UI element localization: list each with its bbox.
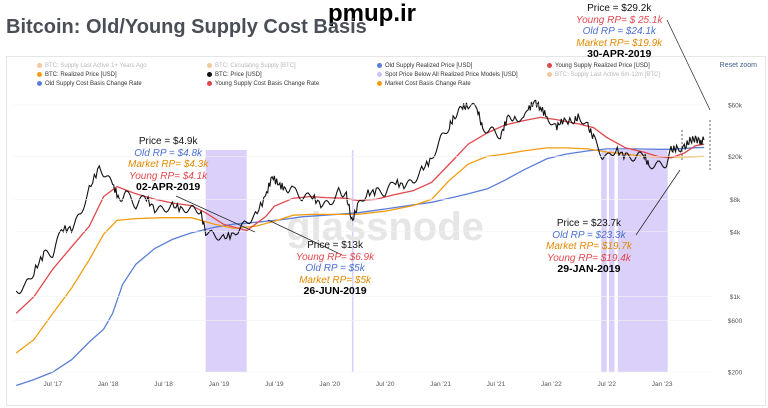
legend-label: Old Supply Realized Price [USD] [385, 63, 473, 70]
legend-swatch [37, 63, 42, 68]
legend-label: BTC: Realized Price [USD] [45, 72, 117, 79]
legend-item[interactable]: BTC: Price [USD] [207, 72, 262, 78]
legend-label: Old Supply Cost Basis Change Rate [45, 81, 142, 88]
legend-item[interactable]: BTC: Circulating Supply [BTC] [207, 63, 296, 69]
legend-item[interactable]: BTC: Realized Price [USD] [37, 72, 117, 78]
site-watermark: pmup.ir [328, 0, 416, 27]
legend-label: Young Supply Realized Price [USD] [555, 63, 650, 70]
annotation-line: Price = $4.9k [138, 136, 198, 147]
legend-item[interactable]: Old Supply Cost Basis Change Rate [37, 81, 142, 87]
legend-swatch [377, 63, 382, 68]
annotation-date: 26-JUN-2019 [303, 285, 367, 297]
annotation-line: Old RP = $24.1k [582, 26, 656, 37]
annotation-line: Market RP= $19.9k [576, 37, 663, 49]
annotation-line: Price = $13k [307, 240, 363, 251]
legend-label: BTC: Supply Last Active 6m-12m [BTC] [555, 72, 661, 79]
annotation-jun2019: Price = $13k Young RP= $6.9k Old RP = $5k M… [296, 240, 374, 298]
annotation-apr2019: Price = $4.9k Old RP = $4.8k Market RP= $4… [128, 136, 208, 194]
legend-label: BTC: Supply Last Active 1+ Years Ago [45, 63, 147, 70]
legend-label: BTC: Price [USD] [215, 72, 262, 79]
legend-item[interactable]: Spot Price Below All Realized Price Mode… [377, 72, 518, 78]
annotation-jan2019: Price = $23.7k Old RP = $23.3k Market RP= … [546, 218, 632, 276]
legend-label: Spot Price Below All Realized Price Mode… [385, 72, 518, 79]
legend-swatch [547, 63, 552, 68]
legend-item[interactable]: Old Supply Realized Price [USD] [377, 63, 472, 69]
annotation-line: Price = $29.2k [587, 3, 652, 14]
annotation-date: 02-APR-2019 [136, 181, 201, 193]
legend-label: Market Cost Basis Change Rate [385, 81, 471, 88]
annotation-line: Young RP= $6.9k [296, 251, 375, 263]
legend-item[interactable]: Young Supply Cost Basis Change Rate [207, 81, 319, 87]
annotation-line: Market RP= $4.3k [128, 159, 209, 170]
annotation-line: Old RP = $23.3k [552, 229, 626, 241]
legend-swatch [37, 72, 42, 77]
annotation-line: Young RP= $ 25.1k [576, 14, 663, 26]
legend-item[interactable]: BTC: Supply Last Active 6m-12m [BTC] [547, 72, 660, 78]
chart-title: Bitcoin: Old/Young Supply Cost Basis [6, 16, 367, 38]
legend-label: BTC: Circulating Supply [BTC] [215, 63, 296, 70]
annotation-line: Market RP= $5k [299, 274, 372, 286]
annotation-line: Old RP = $5k [305, 263, 365, 274]
annotation-date: 29-JAN-2019 [557, 263, 621, 275]
legend-swatch [207, 72, 212, 77]
annotation-line: Market RP= $19.7k [546, 241, 632, 252]
legend-swatch [207, 63, 212, 68]
annotation-line: Young RP= $4.1k [129, 170, 208, 182]
legend-swatch [547, 72, 552, 77]
legend-item[interactable]: BTC: Supply Last Active 1+ Years Ago [37, 63, 147, 69]
legend-item[interactable]: Young Supply Realized Price [USD] [547, 63, 650, 69]
legend-swatch [377, 72, 382, 77]
reset-zoom-button[interactable]: Reset zoom [719, 62, 757, 69]
annotation-line: Old RP = $4.8k [134, 147, 203, 159]
annotation-line: Young RP= $19.4k [547, 252, 631, 264]
annotation-line: Price = $23.7k [556, 218, 622, 229]
legend-item[interactable]: Market Cost Basis Change Rate [377, 81, 471, 87]
legend-swatch [377, 81, 382, 86]
chart-panel: Reset zoom BTC: Supply Last Active 1+ Ye… [6, 56, 766, 406]
annotation-date: 30-APR-2019 [587, 48, 652, 60]
legend-label: Young Supply Cost Basis Change Rate [215, 81, 320, 88]
annotation-apr2019b: Price = $29.2k Young RP= $ 25.1k Old RP = … [576, 3, 662, 61]
legend-swatch [207, 81, 212, 86]
legend-swatch [37, 81, 42, 86]
